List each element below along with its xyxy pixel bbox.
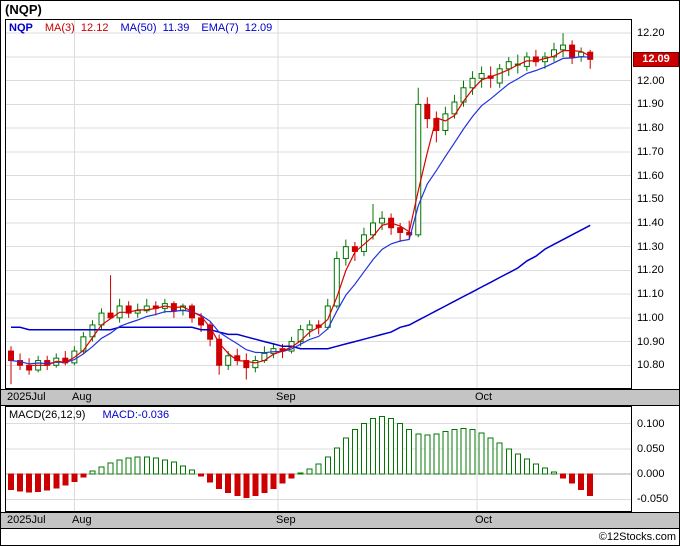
axis-tick-label: 0.100: [637, 418, 665, 430]
macd-legend-value: MACD:-0.036: [102, 409, 170, 421]
month-label: Oct: [475, 391, 493, 403]
axis-tick-label: 11.80: [637, 122, 664, 134]
axis-tick-label: 11.30: [637, 241, 664, 253]
last-price-box: 12.09: [633, 52, 679, 67]
symbol-title: (NQP): [5, 2, 42, 17]
price-legend: NQP MA(3) 12.12 MA(50) 11.39 EMA(7) 12.0…: [9, 22, 272, 34]
watermark: ©12Stocks.com: [598, 531, 676, 543]
axis-tick-label: 11.90: [637, 98, 664, 110]
price-chart-canvas: [5, 19, 632, 389]
axis-tick-label: 10.90: [637, 336, 665, 348]
title-bar: (NQP): [1, 1, 679, 18]
legend-label: MA(50): [120, 22, 157, 34]
axis-tick-label: 11.60: [637, 170, 664, 182]
axis-tick-label: 11.20: [637, 264, 664, 276]
legend-value: 11.39: [162, 22, 190, 34]
month-label: Oct: [475, 514, 493, 526]
month-label: 2025Jul: [7, 514, 46, 526]
axis-tick-label: 10.80: [637, 359, 665, 371]
date-axis-top: 2025Jul Aug Sep Oct: [1, 389, 679, 406]
axis-tick-label: 11.70: [637, 146, 664, 158]
macd-axis: 0.100 0.050 0.000 -0.050: [634, 406, 679, 512]
legend-symbol: NQP: [9, 22, 33, 34]
legend-item-ema7: EMA(7) 12.09: [201, 22, 272, 34]
month-label: Sep: [276, 514, 296, 526]
axis-tick-label: 0.000: [637, 468, 665, 480]
month-label: Aug: [72, 514, 92, 526]
month-label: Sep: [276, 391, 296, 403]
price-axis: 12.2012.1012.0011.9011.8011.7011.6011.50…: [634, 19, 679, 389]
legend-label: EMA(7): [201, 22, 239, 34]
footer-bar: ©12Stocks.com: [1, 529, 679, 545]
legend-value: 12.09: [244, 22, 273, 34]
month-label: Aug: [72, 391, 92, 403]
legend-item-ma3: MA(3) 12.12: [45, 22, 109, 34]
axis-tick-label: -0.050: [637, 493, 669, 505]
axis-tick-label: 11.00: [637, 312, 664, 324]
macd-chart-canvas: [5, 406, 632, 512]
legend-item-ma50: MA(50) 11.39: [120, 22, 189, 34]
axis-tick-label: 12.00: [637, 75, 665, 87]
macd-legend-label: MACD(26,12,9): [9, 409, 86, 421]
month-label: 2025Jul: [7, 391, 46, 403]
axis-tick-label: 11.50: [637, 193, 664, 205]
axis-tick-label: 11.10: [637, 288, 664, 300]
axis-tick-label: 12.20: [637, 27, 665, 39]
date-axis-bottom: 2025Jul Aug Sep Oct: [1, 512, 679, 529]
axis-tick-label: 0.050: [637, 443, 665, 455]
legend-label: MA(3): [44, 22, 75, 34]
legend-value: 12.12: [80, 22, 109, 34]
axis-tick-label: 11.40: [637, 217, 664, 229]
macd-legend: MACD(26,12,9) MACD:-0.036: [9, 409, 169, 421]
